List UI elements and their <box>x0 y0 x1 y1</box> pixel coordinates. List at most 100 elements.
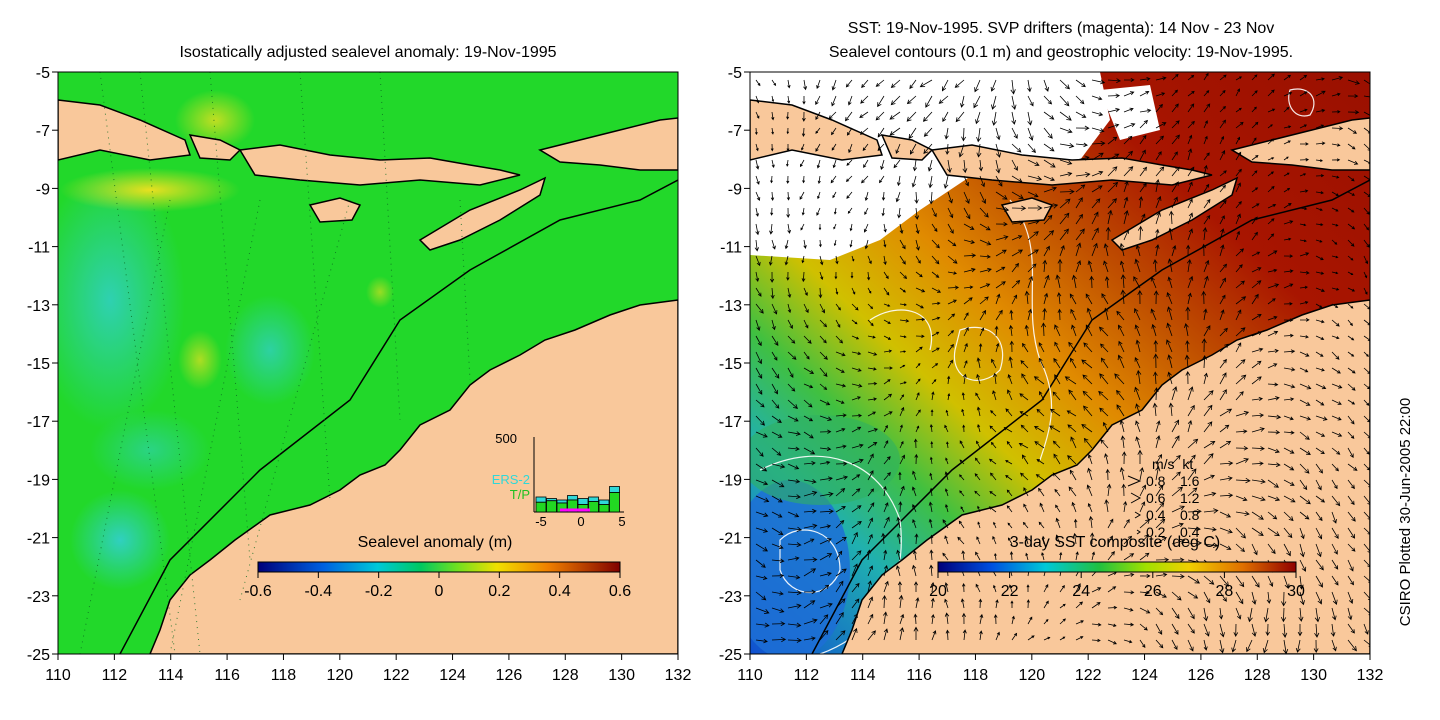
velocity-arrow <box>883 335 892 340</box>
velocity-arrow <box>1267 414 1282 420</box>
velocity-arrow <box>787 637 802 643</box>
velocity-arrow <box>1025 552 1029 561</box>
velocity-arrow <box>1043 230 1055 241</box>
velocity-arrow <box>1043 214 1053 225</box>
velocity-arrow <box>1219 184 1226 193</box>
velocity-arrow <box>1219 440 1232 449</box>
velocity-arrow <box>1347 495 1355 506</box>
velocity-arrow <box>1280 607 1287 623</box>
velocity-arrow <box>1187 275 1194 289</box>
velocity-arrow <box>835 475 849 481</box>
velocity-arrow <box>1283 220 1294 225</box>
velocity-arrow <box>1267 315 1278 321</box>
velocity-arrow <box>1283 575 1290 589</box>
velocity-arrow <box>755 367 763 379</box>
velocity-arrow <box>1315 591 1323 605</box>
velocity-arrow <box>1203 508 1219 514</box>
velocity-arrow <box>1064 376 1077 385</box>
velocity-arrow <box>979 207 989 218</box>
velocity-arrow <box>1104 499 1110 513</box>
velocity-arrow <box>1123 209 1129 225</box>
left-cyan-anomaly <box>70 490 170 590</box>
velocity-arrow <box>831 143 837 151</box>
velocity-arrow <box>947 393 951 401</box>
velocity-arrow <box>1235 575 1245 588</box>
velocity-arrow <box>1363 271 1368 279</box>
velocity-arrow <box>1283 203 1292 209</box>
velocity-arrow <box>1186 244 1191 257</box>
velocity-arrow <box>1235 607 1242 620</box>
velocity-arrow <box>1251 511 1264 520</box>
velocity-arrow <box>1102 421 1109 433</box>
velocity-arrow <box>861 79 869 89</box>
velocity-arrow <box>1011 111 1017 125</box>
velocity-arrow <box>1075 125 1090 131</box>
velocity-arrow <box>899 287 906 293</box>
velocity-arrow <box>1203 72 1209 81</box>
tp-bar <box>567 499 578 513</box>
velocity-arrow <box>1107 123 1120 129</box>
velocity-arrow <box>1267 348 1279 354</box>
velocity-arrow <box>899 319 910 323</box>
velocity-arrow <box>1299 399 1311 406</box>
velocity-arrow <box>961 582 966 593</box>
velocity-arrow <box>1251 347 1264 353</box>
velocity-arrow <box>786 191 791 201</box>
velocity-arrow <box>1315 174 1325 178</box>
velocity-arrow <box>976 440 981 449</box>
velocity-arrow <box>995 266 1006 273</box>
velocity-arrow <box>1027 111 1033 126</box>
velocity-arrow <box>1267 108 1276 113</box>
velocity-arrow <box>1203 198 1211 209</box>
velocity-arrow <box>974 473 981 481</box>
velocity-arrow <box>881 207 885 217</box>
velocity-arrow <box>867 533 873 545</box>
velocity-arrow <box>1075 142 1088 148</box>
velocity-arrow <box>947 343 954 353</box>
velocity-arrow <box>929 423 933 433</box>
velocity-arrow <box>963 342 968 353</box>
velocity-arrow <box>1331 383 1343 389</box>
velocity-arrow <box>1022 342 1029 353</box>
velocity-arrow <box>995 175 1003 187</box>
velocity-arrow <box>929 487 933 497</box>
velocity-arrow <box>890 95 901 106</box>
velocity-arrow <box>1331 287 1340 291</box>
velocity-arrow <box>898 471 902 481</box>
velocity-arrow <box>851 474 861 481</box>
velocity-arrow <box>1043 95 1053 105</box>
velocity-arrow <box>1187 90 1195 97</box>
velocity-arrow <box>1104 276 1110 289</box>
velocity-arrow <box>914 191 919 204</box>
legend-kt: 1.2 <box>1180 490 1200 506</box>
velocity-arrow <box>1101 293 1109 305</box>
velocity-arrow <box>990 410 997 417</box>
velocity-arrow <box>1331 607 1337 621</box>
velocity-arrow <box>1139 91 1150 97</box>
velocity-arrow <box>1187 454 1196 465</box>
velocity-arrow <box>1315 108 1326 113</box>
velocity-arrow <box>1283 318 1294 322</box>
velocity-arrow <box>1201 243 1207 257</box>
velocity-arrow <box>963 267 976 273</box>
velocity-arrow <box>831 127 837 136</box>
velocity-arrow <box>1049 408 1061 417</box>
velocity-arrow <box>1052 391 1061 401</box>
velocity-arrow <box>851 255 855 262</box>
velocity-arrow <box>1107 78 1122 83</box>
velocity-arrow <box>1139 519 1151 529</box>
velocity-arrow <box>1251 413 1265 418</box>
velocity-arrow <box>1009 340 1014 353</box>
velocity-arrow <box>1203 607 1209 622</box>
velocity-arrow <box>1267 268 1278 273</box>
velocity-arrow <box>1068 486 1077 497</box>
velocity-arrow <box>911 175 917 188</box>
velocity-arrow <box>819 524 832 529</box>
velocity-arrow <box>847 207 853 214</box>
left-yellow-anomaly <box>178 330 222 390</box>
velocity-arrow <box>1263 607 1270 623</box>
velocity-arrow <box>1036 408 1045 417</box>
velocity-arrow <box>867 502 875 513</box>
velocity-arrow <box>1347 399 1356 405</box>
velocity-arrow <box>1235 151 1242 161</box>
